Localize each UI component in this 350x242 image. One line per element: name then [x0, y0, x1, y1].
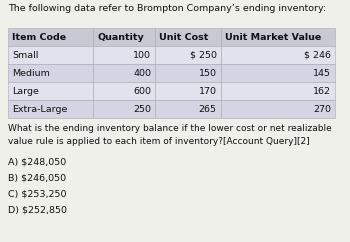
Text: B) $246,050: B) $246,050	[8, 174, 66, 183]
Bar	[8, 46, 93, 64]
Bar	[93, 100, 155, 118]
Text: D) $252,850: D) $252,850	[8, 206, 67, 215]
Bar	[155, 64, 220, 82]
Text: Unit Market Value: Unit Market Value	[225, 32, 321, 41]
Bar	[220, 64, 335, 82]
Bar	[155, 46, 220, 64]
Bar	[93, 82, 155, 100]
Text: 265: 265	[198, 105, 217, 113]
Bar	[8, 100, 93, 118]
Bar	[8, 82, 93, 100]
Text: 400: 400	[133, 68, 151, 77]
Text: A) $248,050: A) $248,050	[8, 158, 66, 167]
Bar	[93, 46, 155, 64]
Text: The following data refer to Brompton Company’s ending inventory:: The following data refer to Brompton Com…	[8, 4, 326, 13]
Text: What is the ending inventory balance if the lower cost or net realizable
value r: What is the ending inventory balance if …	[8, 124, 332, 145]
Bar	[93, 28, 155, 46]
Text: Extra-Large: Extra-Large	[12, 105, 67, 113]
Bar	[8, 28, 93, 46]
Text: $ 250: $ 250	[190, 51, 217, 60]
Bar	[8, 64, 93, 82]
Text: 145: 145	[313, 68, 331, 77]
Text: Unit Cost: Unit Cost	[159, 32, 209, 41]
Text: 170: 170	[198, 86, 217, 96]
Text: 250: 250	[133, 105, 151, 113]
Text: Item Code: Item Code	[12, 32, 66, 41]
Text: 270: 270	[313, 105, 331, 113]
Text: C) $253,250: C) $253,250	[8, 190, 66, 199]
Text: Quantity: Quantity	[97, 32, 144, 41]
Bar	[155, 100, 220, 118]
Bar	[220, 46, 335, 64]
Text: $ 246: $ 246	[304, 51, 331, 60]
Text: 600: 600	[133, 86, 151, 96]
Text: Large: Large	[12, 86, 39, 96]
Bar	[220, 100, 335, 118]
Bar	[155, 82, 220, 100]
Bar	[93, 64, 155, 82]
Text: Medium: Medium	[12, 68, 50, 77]
Text: 100: 100	[133, 51, 151, 60]
Bar	[155, 28, 220, 46]
Bar	[220, 28, 335, 46]
Text: 162: 162	[313, 86, 331, 96]
Text: Small: Small	[12, 51, 38, 60]
Text: 150: 150	[198, 68, 217, 77]
Bar	[220, 82, 335, 100]
